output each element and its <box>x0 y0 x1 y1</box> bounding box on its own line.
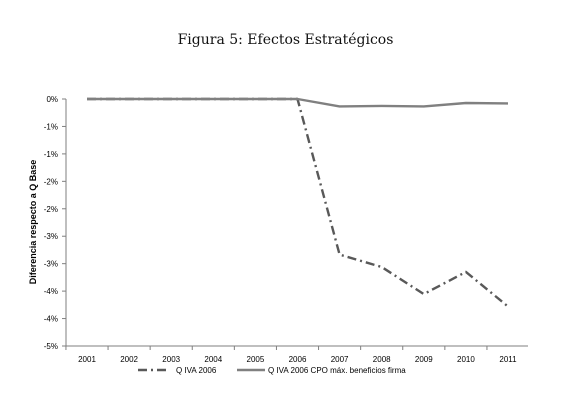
x-tick-label: 2009 <box>415 355 433 364</box>
x-tick-label: 2010 <box>457 355 475 364</box>
x-tick-labels: 2001 2002 2003 2004 2005 2006 2007 2008 2009 2010… <box>78 355 517 364</box>
y-tick-labels: 0% -1% -1% -2% -2% -3% -3% -4% -4% -5% <box>44 95 58 351</box>
x-tick-label: 2003 <box>162 355 180 364</box>
y-tick-label: -3% <box>44 232 58 241</box>
y-tick-label: -3% <box>44 260 58 269</box>
y-tick-label: 0% <box>46 95 58 104</box>
x-tick-label: 2001 <box>78 355 96 364</box>
x-tick-label: 2005 <box>247 355 265 364</box>
series-line-2 <box>87 97 509 108</box>
y-tick-label: -4% <box>44 287 58 296</box>
x-tick-label: 2007 <box>331 355 349 364</box>
chart-axes <box>62 98 528 350</box>
figure-title: Figura 5: Efectos Estratégicos <box>177 32 394 48</box>
x-tick-label: 2004 <box>204 355 222 364</box>
y-tick-label: -4% <box>44 315 58 324</box>
x-tick-label: 2006 <box>289 355 307 364</box>
y-tick-label: -2% <box>44 177 58 186</box>
y-tick-label: -1% <box>44 150 58 159</box>
series-line-1 <box>87 97 509 308</box>
legend-label-2: Q IVA 2006 CPO máx. beneficios firma <box>268 366 406 375</box>
x-tick-label: 2011 <box>499 355 517 364</box>
y-tick-label: -1% <box>44 122 58 131</box>
legend-label-1: Q IVA 2006 <box>176 366 217 375</box>
y-tick-label: -2% <box>44 205 58 214</box>
legend: Q IVA 2006 Q IVA 2006 CPO máx. beneficios… <box>138 366 406 375</box>
x-tick-label: 2008 <box>373 355 391 364</box>
series-lines <box>87 97 509 308</box>
y-tick-label: -5% <box>44 342 58 351</box>
y-axis-label: Diferencia respecto a Q Base <box>28 160 38 285</box>
x-tick-label: 2002 <box>120 355 138 364</box>
